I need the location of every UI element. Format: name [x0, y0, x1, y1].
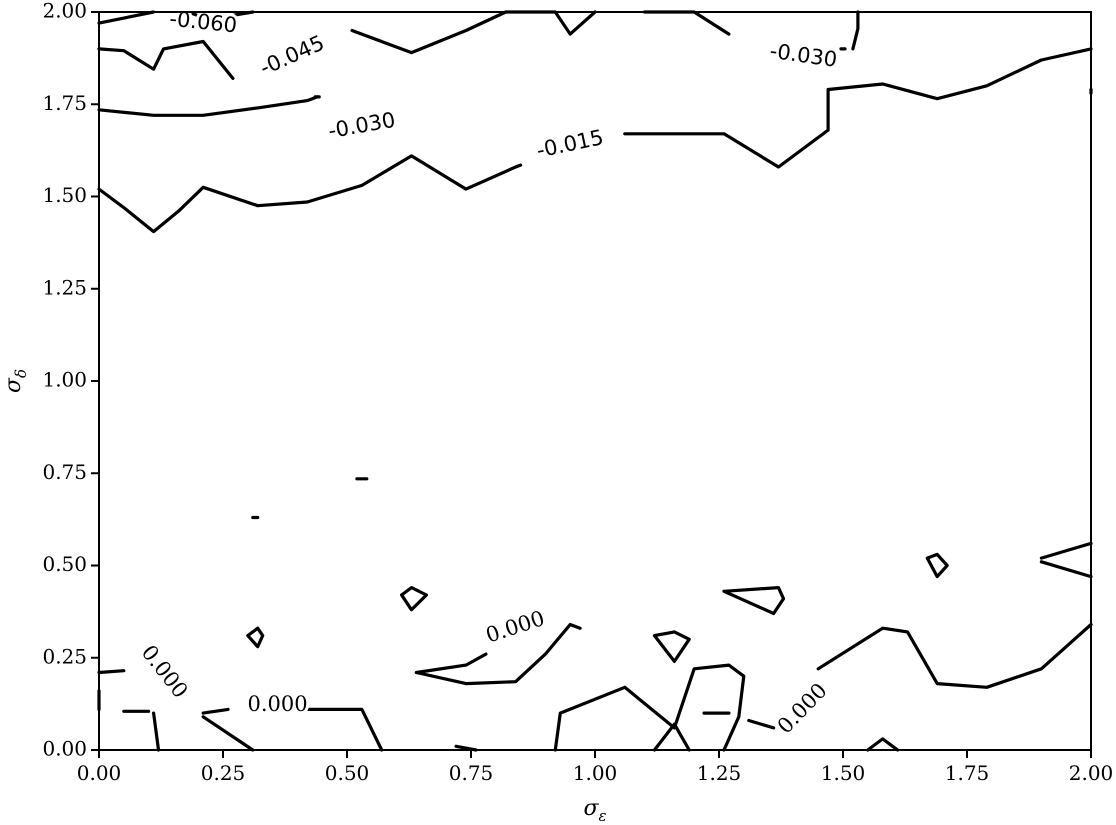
x-tick-label: 0.50 — [325, 761, 370, 785]
x-axis-ticks: 0.00 0.25 0.50 0.75 1.00 1.25 1.50 1.75 2.00 — [77, 750, 1114, 785]
y-tick-label: 0.75 — [42, 460, 87, 484]
y-axis-ticks: 0.00 0.25 0.50 0.75 1.00 1.25 1.50 1.75 2.00 — [42, 0, 99, 761]
contour-line-0.000 — [97, 669, 126, 675]
contour-line-0.000 — [152, 711, 161, 752]
contour-line-0.000 — [1039, 560, 1093, 579]
contour-line-0.000 — [414, 652, 488, 675]
plot-frame — [98, 11, 1092, 751]
contour-line-0.000 — [722, 585, 786, 616]
x-tick-label: 1.00 — [573, 761, 618, 785]
contour-line-0.000 — [201, 707, 230, 715]
contour-line-0.000 — [305, 707, 384, 752]
contour-label: 0.000 — [483, 606, 548, 647]
contour-line-0.000 — [414, 622, 582, 686]
y-tick-label: 1.75 — [42, 91, 87, 115]
contour-line-0.000 — [1039, 541, 1093, 560]
contour-label: 0.000 — [773, 678, 832, 738]
contour-line--0.045 — [642, 10, 731, 36]
contour-line-0.000 — [201, 715, 255, 752]
contour-line--0.030 — [851, 10, 860, 51]
y-tick-label: 1.00 — [42, 368, 87, 392]
contour-label: 0.000 — [247, 692, 307, 716]
contour-line-0.000 — [866, 737, 900, 752]
contour-line-0.000 — [400, 585, 428, 612]
x-tick-label: 0.25 — [201, 761, 246, 785]
x-tick-label: 2.00 — [1069, 761, 1114, 785]
y-tick-label: 0.25 — [42, 644, 87, 668]
contour-line-0.000 — [553, 663, 746, 752]
y-axis-label: σδ — [1, 369, 30, 393]
y-tick-label: 1.50 — [42, 183, 87, 207]
contour-line--0.045 — [97, 39, 235, 81]
contour-line-0.000 — [925, 552, 949, 579]
y-tick-label: 0.50 — [42, 552, 87, 576]
contour-lines — [97, 10, 1093, 752]
contour-line-0.000 — [652, 630, 691, 664]
contour-line-0.000 — [747, 718, 776, 730]
x-tick-label: 0.75 — [449, 761, 494, 785]
contour-line-0.000 — [652, 722, 691, 752]
contour-label: -0.030 — [326, 108, 397, 143]
y-tick-label: 1.25 — [42, 275, 87, 299]
x-tick-label: 1.75 — [945, 761, 990, 785]
y-tick-label: 0.00 — [42, 737, 87, 761]
contour-line--0.060 — [186, 10, 255, 21]
contour-label: -0.015 — [534, 125, 605, 163]
contour-line--0.015 — [623, 47, 1093, 169]
contour-line--0.060 — [97, 10, 156, 25]
y-tick-label: 2.00 — [42, 0, 87, 23]
contour-label: 0.000 — [137, 641, 193, 703]
contour-labels: -0.060-0.045 -0.030-0.030 -0.0150.0000.000… — [134, 4, 842, 742]
contour-label: -0.030 — [768, 39, 838, 72]
contour-line--0.045 — [350, 10, 597, 55]
contour-line--0.030 — [97, 95, 319, 117]
x-tick-label: 0.00 — [77, 761, 122, 785]
x-tick-label: 1.50 — [821, 761, 866, 785]
x-axis-label: σε — [583, 796, 606, 825]
contour-line--0.015 — [97, 154, 523, 234]
contour-line-0.000 — [246, 626, 265, 649]
contour-label: -0.045 — [256, 31, 328, 80]
x-tick-label: 1.25 — [697, 761, 742, 785]
contour-line-0.000 — [816, 622, 1093, 689]
